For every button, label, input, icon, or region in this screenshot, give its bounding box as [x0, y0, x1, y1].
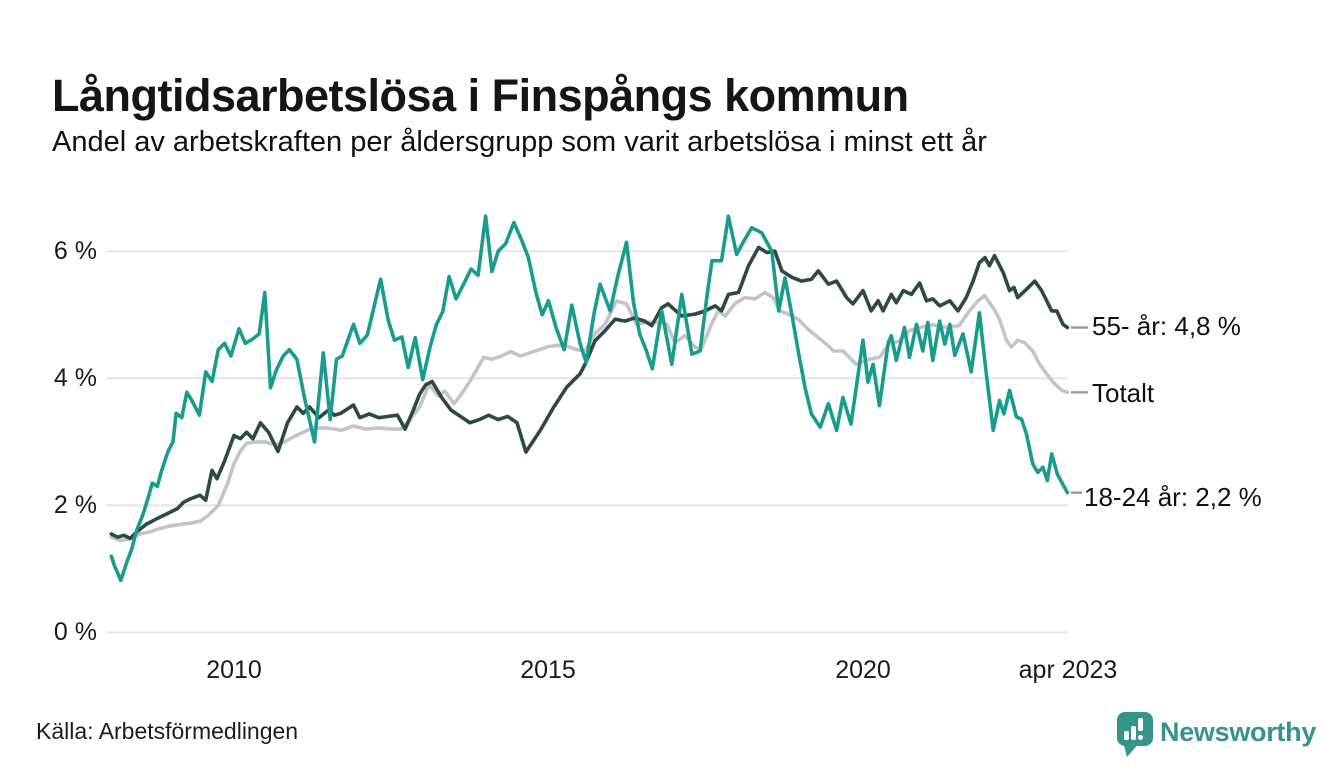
- x-tick-label-2020: 2020: [835, 656, 891, 684]
- page-title: Långtidsarbetslösa i Finspångs kommun: [52, 70, 909, 122]
- series-line-totalt: [109, 290, 1070, 543]
- page-subtitle: Andel av arbetskraften per åldersgrupp s…: [52, 126, 987, 158]
- end-label-55-ar: 55- år: 4,8 %: [1092, 311, 1241, 341]
- x-tick-label-2010: 2010: [206, 656, 262, 684]
- brand-exclamation-stem-icon: [1138, 718, 1143, 731]
- y-tick-label-6: 6 %: [53, 237, 97, 265]
- y-tick-label-0: 0 %: [53, 618, 97, 646]
- source-note: Källa: Arbetsförmedlingen: [36, 718, 299, 744]
- brand-bar-1-icon: [1124, 731, 1129, 740]
- x-tick-label-2015: 2015: [520, 656, 576, 684]
- brand-exclamation-dot-icon: [1138, 735, 1143, 740]
- brand-bar-2-icon: [1131, 726, 1136, 740]
- y-tick-label-4: 4 %: [53, 364, 97, 392]
- brand-bubble-tail-icon: [1123, 742, 1140, 757]
- x-tick-label-apr-2023: apr 2023: [1018, 656, 1118, 684]
- series-line-18-24: [109, 214, 1070, 583]
- end-label-totalt: Totalt: [1092, 378, 1155, 408]
- end-label-18-24-ar: 18-24 år: 2,2 %: [1084, 482, 1262, 512]
- y-tick-label-2: 2 %: [53, 491, 97, 519]
- brand-wordmark: Newsworthy: [1160, 717, 1317, 747]
- series-line-55plus: [109, 245, 1070, 541]
